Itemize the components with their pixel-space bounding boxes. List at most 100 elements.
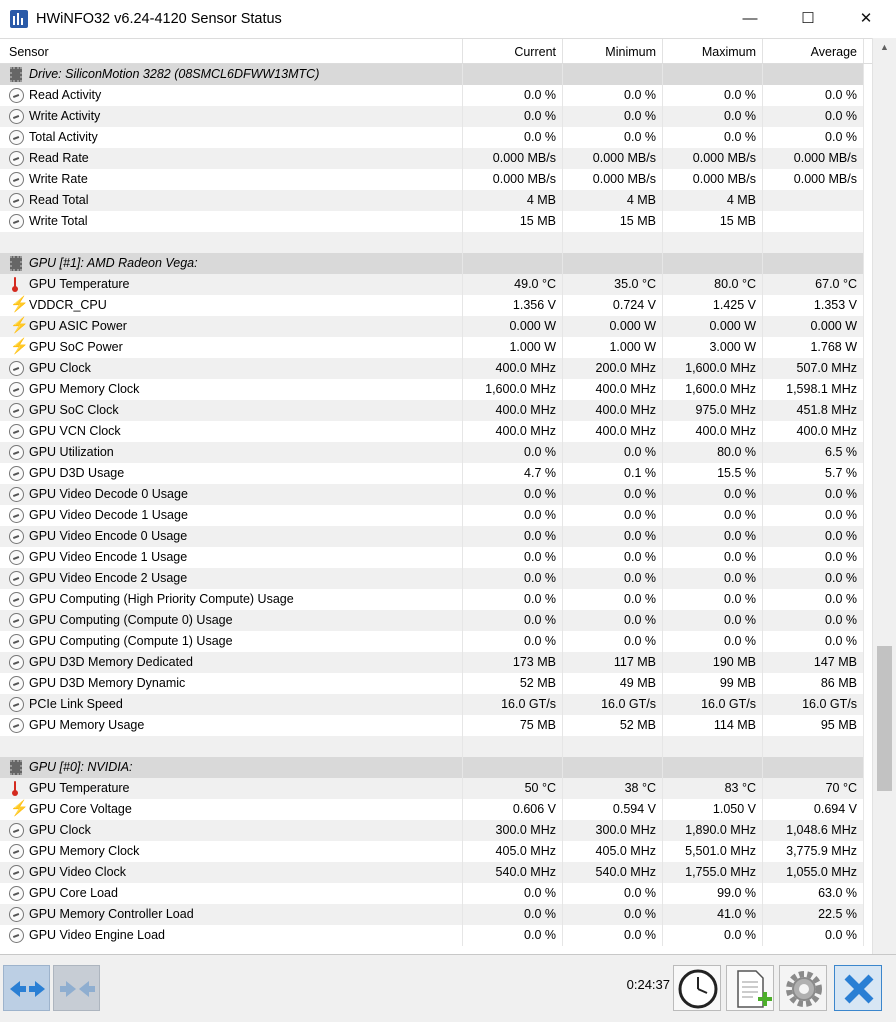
sensor-group-row[interactable]: GPU [#0]: NVIDIA:: [0, 757, 864, 778]
sensor-group-row[interactable]: Drive: SiliconMotion 3282 (08SMCL6DFWW13…: [0, 64, 864, 85]
sensor-row[interactable]: GPU D3D Memory Dynamic 52 MB 49 MB 99 MB 86 …: [0, 673, 864, 694]
maximum-value: 0.0 %: [663, 631, 763, 652]
sensor-group-row[interactable]: GPU [#1]: AMD Radeon Vega:: [0, 253, 864, 274]
vertical-scrollbar[interactable]: ▲: [872, 38, 896, 954]
sensor-row[interactable]: Write Activity 0.0 % 0.0 % 0.0 % 0.0 %: [0, 106, 864, 127]
column-average[interactable]: Average: [763, 39, 864, 63]
average-value: [763, 211, 864, 232]
sensor-row[interactable]: VDDCR_CPU ⚡ 1.356 V 0.724 V 1.425 V 1.353 V: [0, 295, 864, 316]
column-minimum[interactable]: Minimum: [563, 39, 663, 63]
sensor-row[interactable]: GPU Video Encode 1 Usage 0.0 % 0.0 % 0.0 % 0…: [0, 547, 864, 568]
gauge-icon: [9, 550, 24, 565]
collapse-arrows-icon: [60, 981, 95, 997]
sensor-row[interactable]: GPU Memory Usage 75 MB 52 MB 114 MB 95 MB: [0, 715, 864, 736]
sensor-row[interactable]: GPU Clock 300.0 MHz 300.0 MHz 1,890.0 MHz 1,…: [0, 820, 864, 841]
sensor-name: GPU VCN Clock: [0, 421, 463, 442]
current-value: [463, 253, 563, 274]
minimum-value: 0.0 %: [563, 526, 663, 547]
sensor-name: GPU Video Encode 1 Usage: [0, 547, 463, 568]
sensor-row[interactable]: GPU Video Decode 1 Usage 0.0 % 0.0 % 0.0 % 0…: [0, 505, 864, 526]
current-value: 0.0 %: [463, 106, 563, 127]
sensor-row[interactable]: GPU Utilization 0.0 % 0.0 % 80.0 % 6.5 %: [0, 442, 864, 463]
expand-button[interactable]: [3, 965, 50, 1011]
current-value: 405.0 MHz: [463, 841, 563, 862]
column-current[interactable]: Current: [463, 39, 563, 63]
minimum-value: 0.0 %: [563, 547, 663, 568]
average-value: [763, 253, 864, 274]
sensor-row[interactable]: Read Activity 0.0 % 0.0 % 0.0 % 0.0 %: [0, 85, 864, 106]
sensor-name: Write Total: [0, 211, 463, 232]
sensor-row[interactable]: GPU VCN Clock 400.0 MHz 400.0 MHz 400.0 MHz…: [0, 421, 864, 442]
settings-button[interactable]: [779, 965, 827, 1011]
current-value: 400.0 MHz: [463, 421, 563, 442]
hwinfo-app-icon[interactable]: [10, 10, 28, 28]
sensor-row[interactable]: GPU D3D Memory Dedicated 173 MB 117 MB 190 …: [0, 652, 864, 673]
maximum-value: 99 MB: [663, 673, 763, 694]
scroll-up-arrow-icon[interactable]: ▲: [880, 42, 889, 52]
gauge-icon: [9, 403, 24, 418]
sensor-row[interactable]: GPU Computing (Compute 0) Usage 0.0 % 0.0 …: [0, 610, 864, 631]
gauge-icon: [9, 844, 24, 859]
gauge-icon: [9, 928, 24, 943]
sensor-row[interactable]: GPU D3D Usage 4.7 % 0.1 % 15.5 % 5.7 %: [0, 463, 864, 484]
average-value: 0.000 W: [763, 316, 864, 337]
sensor-row[interactable]: Total Activity 0.0 % 0.0 % 0.0 % 0.0 %: [0, 127, 864, 148]
sensor-row[interactable]: Write Total 15 MB 15 MB 15 MB: [0, 211, 864, 232]
maximum-value: [663, 757, 763, 778]
sensor-row[interactable]: GPU Video Encode 2 Usage 0.0 % 0.0 % 0.0 % 0…: [0, 568, 864, 589]
sensor-row[interactable]: PCIe Link Speed 16.0 GT/s 16.0 GT/s 16.0 GT…: [0, 694, 864, 715]
gauge-icon: [9, 634, 24, 649]
maximize-button[interactable]: ☐: [801, 10, 815, 27]
minimum-value: [563, 757, 663, 778]
thermometer-icon: [12, 277, 18, 292]
sensor-row[interactable]: GPU ASIC Power ⚡ 0.000 W 0.000 W 0.000 W 0.00…: [0, 316, 864, 337]
sensor-row[interactable]: GPU Computing (High Priority Compute) Us…: [0, 589, 864, 610]
sensor-row[interactable]: GPU Video Clock 540.0 MHz 540.0 MHz 1,755.0…: [0, 862, 864, 883]
logging-button[interactable]: [726, 965, 774, 1011]
timer-button[interactable]: [673, 965, 721, 1011]
sensor-row[interactable]: GPU Memory Controller Load 0.0 % 0.0 % 41.0…: [0, 904, 864, 925]
sensor-row[interactable]: GPU Computing (Compute 1) Usage 0.0 % 0.0 …: [0, 631, 864, 652]
spacer-row: [0, 232, 864, 253]
minimum-value: 540.0 MHz: [563, 862, 663, 883]
sensor-row[interactable]: GPU SoC Clock 400.0 MHz 400.0 MHz 975.0 MHz…: [0, 400, 864, 421]
maximum-value: 1,890.0 MHz: [663, 820, 763, 841]
sensor-row[interactable]: GPU Temperature 50 °C 38 °C 83 °C 70 °C: [0, 778, 864, 799]
close-button[interactable]: ✕: [859, 10, 873, 27]
sensor-row[interactable]: GPU Video Decode 0 Usage 0.0 % 0.0 % 0.0 % 0…: [0, 484, 864, 505]
lightning-icon: ⚡: [10, 296, 29, 313]
group-name: GPU [#1]: AMD Radeon Vega:: [0, 253, 463, 274]
minimum-value: 0.0 %: [563, 610, 663, 631]
sensor-row[interactable]: GPU Memory Clock 1,600.0 MHz 400.0 MHz 1,60…: [0, 379, 864, 400]
sensor-row[interactable]: GPU Clock 400.0 MHz 200.0 MHz 1,600.0 MHz 50…: [0, 358, 864, 379]
sensor-row[interactable]: Write Rate 0.000 MB/s 0.000 MB/s 0.000 MB/s…: [0, 169, 864, 190]
scrollbar-thumb[interactable]: [877, 646, 892, 791]
average-value: 0.000 MB/s: [763, 169, 864, 190]
sensor-row[interactable]: GPU Video Encode 0 Usage 0.0 % 0.0 % 0.0 % 0…: [0, 526, 864, 547]
sensor-row[interactable]: GPU Video Engine Load 0.0 % 0.0 % 0.0 % 0.0 …: [0, 925, 864, 946]
current-value: 0.0 %: [463, 547, 563, 568]
minimum-value: 4 MB: [563, 190, 663, 211]
sensor-row[interactable]: GPU Temperature 49.0 °C 35.0 °C 80.0 °C 67.0…: [0, 274, 864, 295]
sensor-row[interactable]: Read Rate 0.000 MB/s 0.000 MB/s 0.000 MB/s 0…: [0, 148, 864, 169]
sensor-row[interactable]: GPU SoC Power ⚡ 1.000 W 1.000 W 3.000 W 1.768…: [0, 337, 864, 358]
sensor-row[interactable]: Read Total 4 MB 4 MB 4 MB: [0, 190, 864, 211]
minimum-value: 400.0 MHz: [563, 421, 663, 442]
column-sensor[interactable]: Sensor: [0, 39, 463, 63]
average-value: 63.0 %: [763, 883, 864, 904]
minimum-value: 400.0 MHz: [563, 379, 663, 400]
current-value: 1.356 V: [463, 295, 563, 316]
bottom-toolbar: 0:24:37: [0, 954, 896, 1022]
maximum-value: 0.000 W: [663, 316, 763, 337]
minimize-button[interactable]: —: [742, 10, 758, 27]
sensor-list[interactable]: Drive: SiliconMotion 3282 (08SMCL6DFWW13…: [0, 64, 864, 954]
sensor-row[interactable]: GPU Core Voltage ⚡ 0.606 V 0.594 V 1.050 V 0.…: [0, 799, 864, 820]
current-value: 0.0 %: [463, 589, 563, 610]
collapse-button[interactable]: [53, 965, 100, 1011]
sensor-row[interactable]: GPU Memory Clock 405.0 MHz 405.0 MHz 5,501.…: [0, 841, 864, 862]
sensor-row[interactable]: GPU Core Load 0.0 % 0.0 % 99.0 % 63.0 %: [0, 883, 864, 904]
exit-button[interactable]: [834, 965, 882, 1011]
column-maximum[interactable]: Maximum: [663, 39, 763, 63]
chip-icon: [10, 760, 22, 775]
average-value: 451.8 MHz: [763, 400, 864, 421]
